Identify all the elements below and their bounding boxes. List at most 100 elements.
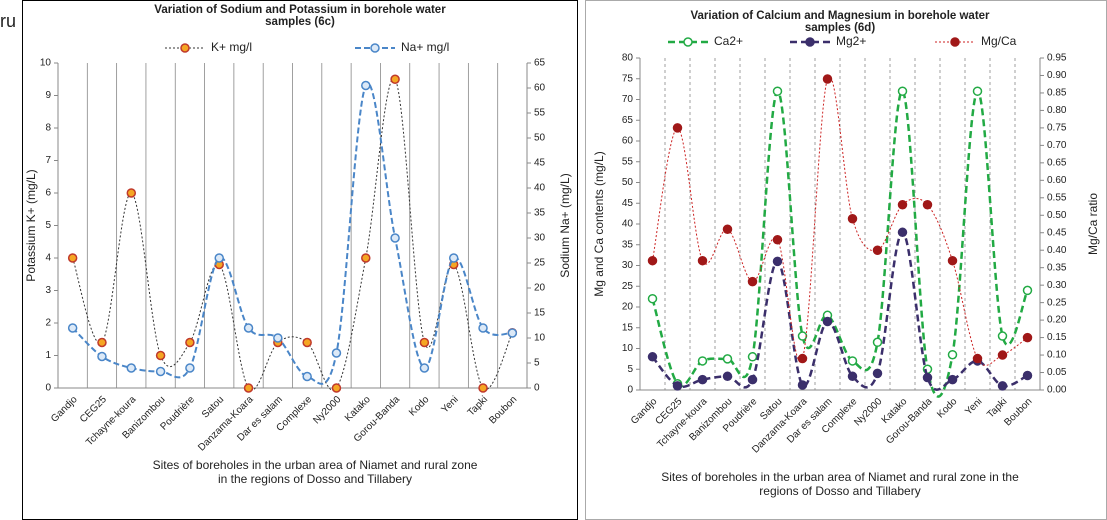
y-tick-label: 40 xyxy=(622,219,634,230)
y-tick-label: 25 xyxy=(622,281,634,292)
data-point xyxy=(697,356,708,366)
y2-tick-label: 0.05 xyxy=(1047,367,1067,378)
y-tick-label: 65 xyxy=(622,115,634,126)
y-tick-label: 10 xyxy=(40,58,52,69)
y-tick-label: 55 xyxy=(622,156,634,167)
data-point xyxy=(67,253,78,263)
y2-tick-label: 65 xyxy=(534,58,546,69)
data-point xyxy=(185,363,195,373)
data-point xyxy=(772,86,783,96)
data-point xyxy=(947,374,958,385)
data-point xyxy=(997,381,1008,391)
data-point xyxy=(214,253,224,263)
y2-tick-label: 0.60 xyxy=(1047,175,1067,186)
y-tick-label: 9 xyxy=(45,90,51,101)
data-point xyxy=(1022,370,1033,381)
y-tick-label: 20 xyxy=(622,302,634,313)
y-tick-label: 30 xyxy=(622,260,634,271)
data-point xyxy=(448,253,459,263)
y-tick-label: 60 xyxy=(622,136,634,147)
data-point xyxy=(822,74,833,84)
y-tick-label: 35 xyxy=(622,239,634,250)
y-tick-label: 5 xyxy=(627,364,633,375)
y-tick-label: 5 xyxy=(45,220,51,231)
data-point xyxy=(972,86,983,96)
y2-tick-label: 0.55 xyxy=(1047,192,1067,203)
data-point xyxy=(847,356,858,366)
data-point xyxy=(697,374,708,385)
data-point xyxy=(772,256,783,267)
data-point xyxy=(647,255,658,266)
data-point xyxy=(126,188,137,198)
x-axis-title: Sites of boreholes in the urban area of … xyxy=(661,470,1019,498)
data-point xyxy=(872,368,883,379)
y2-tick-label: 50 xyxy=(534,133,546,144)
y-tick-label: 2 xyxy=(45,318,51,329)
data-point xyxy=(67,323,78,333)
data-point xyxy=(722,224,733,234)
y2-tick-label: 0.80 xyxy=(1047,105,1067,116)
legend-label: Na+ mg/l xyxy=(401,40,449,54)
data-point xyxy=(747,276,758,287)
data-point xyxy=(478,383,488,393)
background-fragment: ru xyxy=(0,11,16,31)
y2-tick-label: 0.30 xyxy=(1047,280,1067,291)
data-point xyxy=(722,354,733,364)
data-point xyxy=(897,227,908,238)
y2-tick-label: 45 xyxy=(534,158,546,169)
y-tick-label: 4 xyxy=(45,253,51,264)
y2-tick-label: 0.20 xyxy=(1047,315,1067,326)
data-point xyxy=(361,253,371,263)
chart-title: Variation of Calcium and Magnesium in bo… xyxy=(690,10,990,34)
y2-tick-label: 0.45 xyxy=(1047,227,1067,238)
data-point xyxy=(97,351,107,362)
y2-tick-label: 0.85 xyxy=(1047,88,1067,99)
data-point xyxy=(273,333,283,343)
y-tick-label: 6 xyxy=(45,188,51,199)
legend-label: Ca2+ xyxy=(714,34,743,48)
data-point xyxy=(390,233,400,243)
y2-tick-label: 20 xyxy=(534,283,546,294)
legend-label: Mg/Ca xyxy=(981,34,1017,48)
y2-tick-label: 0.25 xyxy=(1047,297,1067,308)
y2-tick-label: 0.00 xyxy=(1047,385,1067,396)
y2-tick-label: 0.65 xyxy=(1047,157,1067,168)
y2-tick-label: 60 xyxy=(534,83,546,94)
y2-tick-label: 0.95 xyxy=(1047,53,1067,64)
y-tick-label: 75 xyxy=(622,73,634,84)
data-point xyxy=(647,293,658,304)
legend-marker xyxy=(370,43,380,53)
data-point xyxy=(302,337,312,348)
data-point xyxy=(872,337,883,348)
data-point xyxy=(722,371,733,382)
data-point xyxy=(747,374,758,385)
y-tick-label: 3 xyxy=(45,285,51,296)
data-point xyxy=(331,348,342,358)
data-point xyxy=(947,349,958,360)
y-tick-label: 1 xyxy=(45,350,51,361)
data-point xyxy=(922,200,933,210)
y2-tick-label: 0.75 xyxy=(1047,123,1067,134)
y2-tick-label: 0.70 xyxy=(1047,140,1067,151)
y2-tick-label: 15 xyxy=(534,308,546,319)
y-tick-label: 70 xyxy=(622,94,634,105)
data-point xyxy=(972,353,983,364)
data-point xyxy=(672,123,683,133)
y2-tick-label: 10 xyxy=(534,333,546,344)
data-point xyxy=(185,337,195,348)
y-tick-label: 8 xyxy=(45,123,51,134)
data-point xyxy=(243,323,254,333)
y2-tick-label: 0.90 xyxy=(1047,70,1067,81)
chart-frame xyxy=(22,0,578,520)
y-tick-label: 45 xyxy=(622,198,634,209)
data-point xyxy=(697,255,708,266)
data-point xyxy=(997,350,1008,360)
chart-title: Variation of Sodium and Potassium in bor… xyxy=(154,4,446,28)
legend-marker xyxy=(180,43,190,53)
data-point xyxy=(872,245,883,255)
y-axis-title: Potassium K+ (mg/L) xyxy=(24,169,38,281)
legend-marker xyxy=(805,37,815,47)
data-point xyxy=(155,366,166,377)
y2-tick-label: 0.10 xyxy=(1047,350,1067,361)
